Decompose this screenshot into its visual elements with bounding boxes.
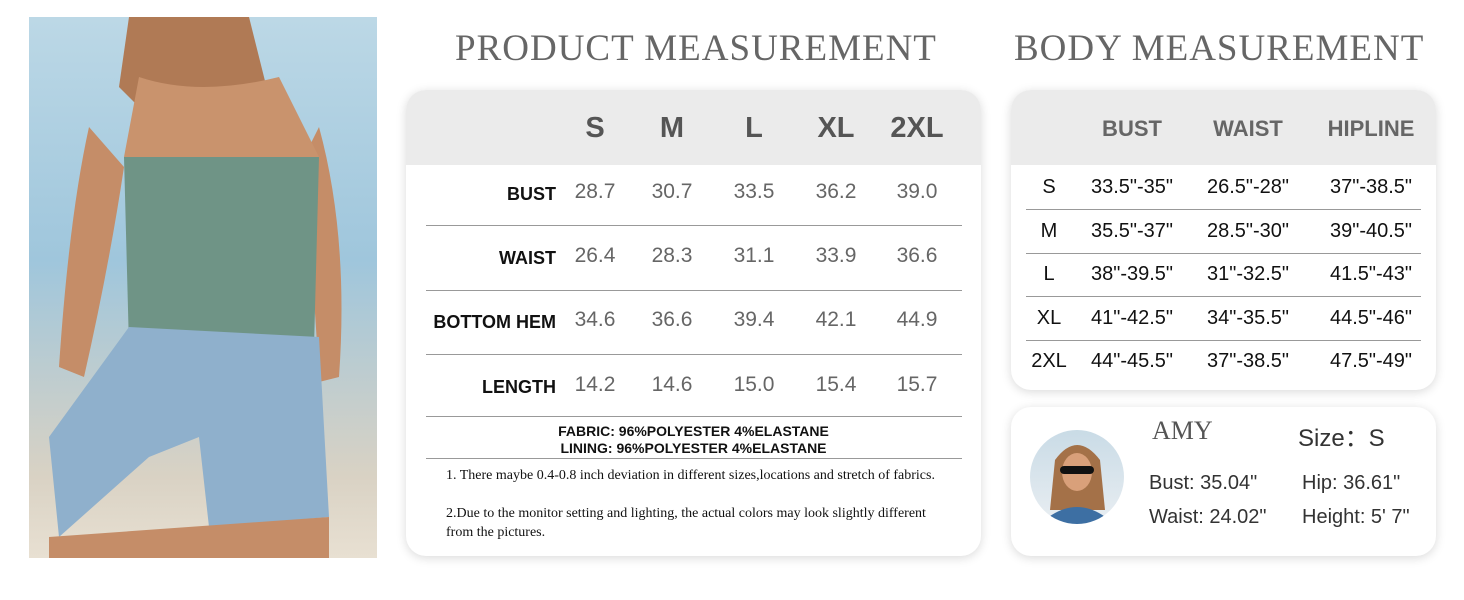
measurement-value: 36.6 xyxy=(896,244,938,267)
measurement-value: 36.6 xyxy=(651,308,693,331)
model-bust: Bust: 35.04" xyxy=(1149,472,1258,494)
measurement-value: 36.2 xyxy=(815,180,857,203)
row-label: LENGTH xyxy=(482,377,556,397)
measurement-value: 30.7 xyxy=(651,180,693,203)
row-label: BUST xyxy=(507,184,556,204)
measurement-value: 44.9 xyxy=(896,308,938,331)
table-header xyxy=(1011,90,1436,165)
size-label: M xyxy=(1040,219,1058,242)
body-value: 26.5"-28" xyxy=(1206,176,1290,198)
bust-header: BUST xyxy=(1102,116,1162,141)
body-value: 33.5"-35" xyxy=(1090,176,1174,198)
size-header: L xyxy=(745,112,763,144)
measurement-value: 14.6 xyxy=(651,373,693,396)
body-value: 44"-45.5" xyxy=(1090,350,1174,372)
body-value: 31"-32.5" xyxy=(1206,263,1290,285)
size-header: XL xyxy=(817,112,855,144)
measurement-value: 39.4 xyxy=(733,308,775,331)
size-label: S xyxy=(1042,176,1056,198)
body-value: 41.5"-43" xyxy=(1329,263,1413,285)
measurement-value: 42.1 xyxy=(815,308,857,331)
lining-info: LINING: 96%POLYESTER 4%ELASTANE xyxy=(560,440,827,456)
hipline-header: HIPLINE xyxy=(1327,116,1415,141)
size-header: 2XL xyxy=(890,112,944,144)
measurement-value: 15.4 xyxy=(815,373,857,396)
measurement-value: 31.1 xyxy=(733,244,775,267)
table-header xyxy=(406,90,981,165)
size-label: 2XL xyxy=(1031,350,1067,372)
size-header: S xyxy=(585,112,605,144)
body-value: 47.5"-49" xyxy=(1329,350,1413,372)
model-avatar xyxy=(1030,430,1124,524)
size-header: M xyxy=(659,112,685,144)
measurement-value: 39.0 xyxy=(896,180,938,203)
product-measurement-card: S M L XL 2XL BUST 28.7 30.7 33.5 36.2 39.0 WAI… xyxy=(406,90,981,556)
measurement-value: 26.4 xyxy=(574,244,616,267)
measurement-value: 33.5 xyxy=(733,180,775,203)
body-value: 28.5"-30" xyxy=(1206,219,1290,242)
measurement-value: 33.9 xyxy=(815,244,857,267)
product-photo xyxy=(29,17,377,558)
size-label: XL xyxy=(1036,306,1062,329)
measurement-value: 34.6 xyxy=(574,308,616,331)
product-measurement-title: PRODUCT MEASUREMENT xyxy=(455,28,937,69)
body-value: 37"-38.5" xyxy=(1206,350,1290,372)
body-value: 35.5"-37" xyxy=(1090,219,1174,242)
model-height: Height: 5' 7" xyxy=(1302,506,1410,528)
measurement-value: 15.0 xyxy=(733,373,775,396)
fabric-info: FABRIC: 96%POLYESTER 4%ELASTANE xyxy=(558,423,829,439)
model-hip: Hip: 36.61" xyxy=(1302,472,1401,494)
body-value: 44.5"-46" xyxy=(1329,306,1413,329)
row-label: BOTTOM HEM xyxy=(433,312,556,332)
measurement-value: 28.7 xyxy=(574,180,616,203)
body-measurement-title: BODY MEASUREMENT xyxy=(1014,28,1425,69)
measurement-value: 15.7 xyxy=(896,373,938,396)
body-measurement-card: BUST WAIST HIPLINE S 33.5"-35" 26.5"-28" 37… xyxy=(1011,90,1436,390)
note-2: 2.Due to the monitor setting and lightin… xyxy=(446,506,926,540)
model-name: AMY xyxy=(1152,416,1213,445)
body-value: 38"-39.5" xyxy=(1090,263,1174,285)
note-1: 1. There maybe 0.4-0.8 inch deviation in… xyxy=(446,468,935,483)
waist-header: WAIST xyxy=(1213,116,1283,141)
measurement-value: 28.3 xyxy=(651,244,693,267)
model-size: Size：S xyxy=(1298,425,1385,452)
model-info-card: AMY Size：S Bust: 35.04" Waist: 24.02" Hi… xyxy=(1011,407,1436,556)
body-value: 34"-35.5" xyxy=(1206,306,1290,329)
body-value: 41"-42.5" xyxy=(1090,306,1174,329)
body-value: 37"-38.5" xyxy=(1329,176,1413,198)
row-label: WAIST xyxy=(499,248,556,268)
body-value: 39"-40.5" xyxy=(1329,219,1413,242)
size-label: L xyxy=(1043,263,1055,285)
model-waist: Waist: 24.02" xyxy=(1149,506,1267,528)
measurement-value: 14.2 xyxy=(574,373,616,396)
